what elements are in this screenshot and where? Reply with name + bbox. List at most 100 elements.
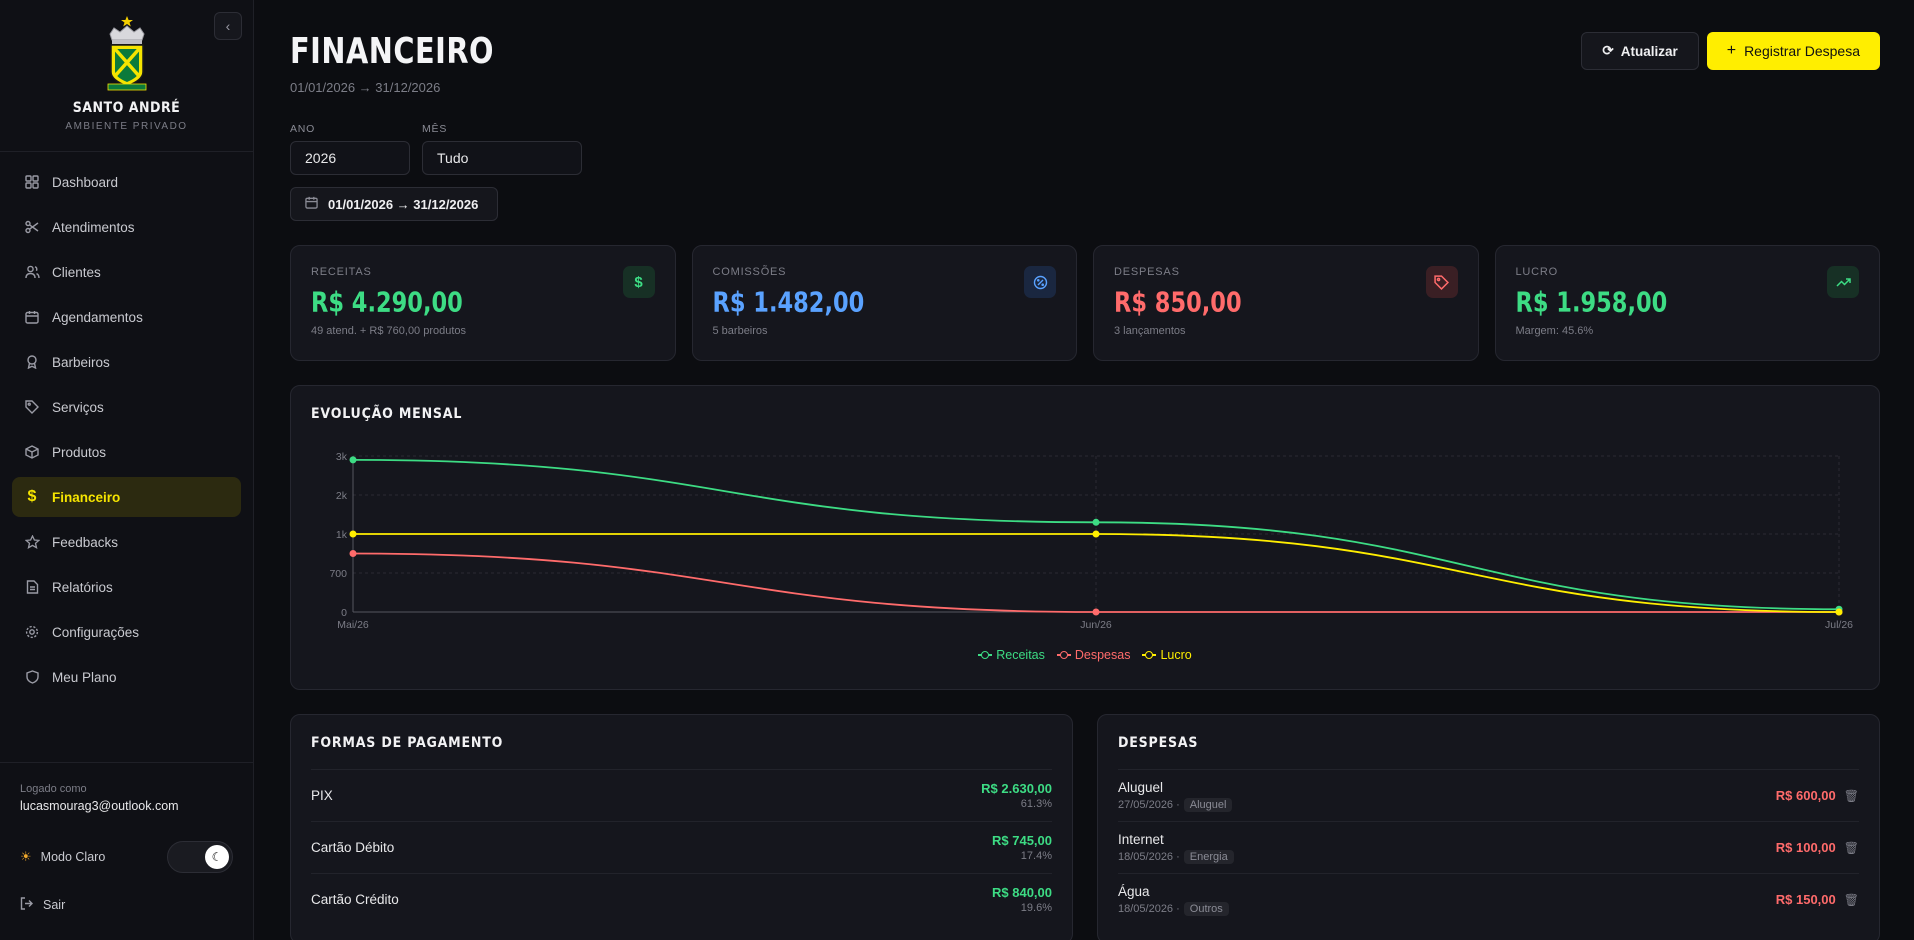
trash-icon[interactable]: 🗑 xyxy=(1843,788,1859,803)
list-item: PIX R$ 2.630,00 61.3% xyxy=(311,769,1052,821)
page-date-range: 01/01/2026 → 31/12/2026 xyxy=(290,80,441,95)
expense-amount: R$ 600,00 🗑 xyxy=(1776,788,1859,803)
main-content: FINANCEIRO 01/01/2026 → 31/12/2026 ⟳ Atu… xyxy=(254,0,1914,940)
sidebar-item-label: Agendamentos xyxy=(52,309,143,325)
date-range-text: 01/01/2026 → 31/12/2026 xyxy=(328,196,479,212)
card-value: R$ 1.958,00 xyxy=(1515,286,1668,318)
sidebar-item-servicos[interactable]: Serviços xyxy=(12,387,241,427)
legend-item-receitas[interactable]: Receitas xyxy=(978,648,1045,662)
year-filter: ANO 2026 xyxy=(290,123,410,175)
sidebar-item-meu-plano[interactable]: Meu Plano xyxy=(12,657,241,697)
sidebar-item-atendimentos[interactable]: Atendimentos xyxy=(12,207,241,247)
page-title: FINANCEIRO xyxy=(290,30,494,72)
sidebar-item-agendamentos[interactable]: Agendamentos xyxy=(12,297,241,337)
trash-icon[interactable]: 🗑 xyxy=(1843,840,1859,855)
sidebar-item-label: Dashboard xyxy=(52,174,119,190)
sidebar-item-label: Relatórios xyxy=(52,579,113,595)
expenses-panel: DESPESAS Aluguel 27/05/2026 · Aluguel R$… xyxy=(1097,714,1880,940)
logged-email: lucasmourag3@outlook.com xyxy=(20,799,179,813)
card-label: COMISSÕES xyxy=(712,266,787,278)
x-tick-label: Jun/26 xyxy=(1080,619,1112,631)
sidebar-item-label: Clientes xyxy=(52,264,101,280)
bottom-panels: FORMAS DE PAGAMENTO PIX R$ 2.630,00 61.3… xyxy=(290,714,1880,940)
register-expense-button[interactable]: + Registrar Despesa xyxy=(1706,32,1880,70)
refresh-button[interactable]: ⟳ Atualizar xyxy=(1581,32,1699,70)
payment-percent: 17.4% xyxy=(1020,850,1052,862)
expense-info: Internet 18/05/2026 · Energia xyxy=(1118,832,1234,864)
logout-icon xyxy=(20,897,33,913)
chart-legend: Receitas Despesas Lucro xyxy=(291,648,1879,662)
legend-item-lucro[interactable]: Lucro xyxy=(1142,648,1192,662)
sidebar-item-relatorios[interactable]: Relatórios xyxy=(12,567,241,607)
payment-amount: R$ 2.630,00 61.3% xyxy=(981,781,1052,810)
refresh-label: Atualizar xyxy=(1620,43,1678,59)
expenses-list: Aluguel 27/05/2026 · Aluguel R$ 600,00 🗑 xyxy=(1118,769,1859,925)
collapse-sidebar-button[interactable]: ‹ xyxy=(214,12,242,40)
sidebar-item-produtos[interactable]: Produtos xyxy=(12,432,241,472)
list-item: Cartão Débito R$ 745,00 17.4% xyxy=(311,821,1052,873)
dollar-icon: $ xyxy=(622,266,655,298)
shield-icon xyxy=(24,669,40,685)
brand-name: SANTO ANDRÉ xyxy=(72,100,181,116)
month-filter: MÊS Tudo xyxy=(422,123,582,175)
month-select[interactable]: Tudo xyxy=(422,141,582,175)
year-select[interactable]: 2026 xyxy=(290,141,410,175)
calendar-icon xyxy=(305,196,318,212)
legend-marker xyxy=(1056,650,1071,660)
sidebar-item-label: Feedbacks xyxy=(52,534,119,550)
date-range-picker[interactable]: 01/01/2026 → 31/12/2026 xyxy=(290,187,498,221)
mode-label-text: Modo Claro xyxy=(40,850,106,864)
data-point-despesas xyxy=(349,550,357,557)
sun-icon: ☀ xyxy=(20,849,32,864)
expense-value: R$ 150,00 xyxy=(1775,892,1836,907)
star-icon xyxy=(24,534,40,550)
sidebar-item-dashboard[interactable]: Dashboard xyxy=(12,162,241,202)
sidebar-item-label: Meu Plano xyxy=(52,669,117,685)
expense-category-badge: Aluguel xyxy=(1183,797,1233,812)
sidebar-item-barbeiros[interactable]: Barbeiros xyxy=(12,342,241,382)
card-subtext: 49 atend. + R$ 760,00 produtos xyxy=(311,325,467,337)
header-actions: ⟳ Atualizar + Registrar Despesa xyxy=(1581,32,1880,70)
legend-item-despesas[interactable]: Despesas xyxy=(1056,648,1130,662)
expense-meta: 18/05/2026 · Outros xyxy=(1118,901,1229,916)
tag-icon xyxy=(24,399,40,415)
card-receitas: RECEITAS R$ 4.290,00 49 atend. + R$ 760,… xyxy=(290,245,676,361)
sidebar-item-configuracoes[interactable]: Configurações xyxy=(12,612,241,652)
legend-label: Lucro xyxy=(1160,648,1192,662)
line-chart: 0 700 1k 2k 3k Mai/26 Jun/26 Jul/26 xyxy=(329,451,1853,631)
payment-amount: R$ 745,00 17.4% xyxy=(992,833,1052,862)
theme-toggle[interactable]: ☾ xyxy=(167,841,233,873)
y-tick-label: 0 xyxy=(341,607,347,619)
monthly-evolution-panel: EVOLUÇÃO MENSAL 0 700 1k 2k 3k Mai/26 Jun/26 Ju… xyxy=(290,385,1880,690)
y-tick-label: 2k xyxy=(336,490,348,502)
trash-icon[interactable]: 🗑 xyxy=(1843,892,1859,907)
legend-marker xyxy=(1142,650,1157,660)
card-lucro: LUCRO R$ 1.958,00 Margem: 45.6% xyxy=(1494,245,1880,361)
sidebar-item-clientes[interactable]: Clientes xyxy=(12,252,241,292)
file-icon xyxy=(24,579,40,595)
tag-icon xyxy=(1425,266,1458,298)
list-item: Aluguel 27/05/2026 · Aluguel R$ 600,00 🗑 xyxy=(1118,769,1859,821)
sidebar-item-financeiro[interactable]: $ Financeiro xyxy=(12,477,241,517)
expense-meta: 27/05/2026 · Aluguel xyxy=(1118,797,1233,812)
filters: ANO 2026 MÊS Tudo xyxy=(290,123,1880,175)
theme-mode-row: ☀ Modo Claro ☾ xyxy=(20,841,233,873)
y-tick-label: 700 xyxy=(329,568,347,580)
award-icon xyxy=(24,354,40,370)
sidebar-item-feedbacks[interactable]: Feedbacks xyxy=(12,522,241,562)
payment-value: R$ 745,00 xyxy=(992,833,1052,848)
register-expense-label: Registrar Despesa xyxy=(1744,43,1860,59)
expense-name: Aluguel xyxy=(1118,779,1164,795)
calendar-icon xyxy=(24,309,40,325)
grid-icon xyxy=(24,174,40,190)
card-subtext: 3 lançamentos xyxy=(1114,325,1186,337)
expense-value: R$ 100,00 xyxy=(1775,840,1836,855)
sidebar-nav: Dashboard Atendimentos Clientes Agendame… xyxy=(0,152,253,712)
brand: SANTO ANDRÉ AMBIENTE PRIVADO xyxy=(0,0,253,152)
payment-name: Cartão Crédito xyxy=(311,892,399,907)
payment-methods-panel: FORMAS DE PAGAMENTO PIX R$ 2.630,00 61.3… xyxy=(290,714,1073,940)
expense-info: Aluguel 27/05/2026 · Aluguel xyxy=(1118,779,1233,812)
logout-button[interactable]: Sair xyxy=(20,897,233,913)
dollar-icon: $ xyxy=(27,488,37,505)
